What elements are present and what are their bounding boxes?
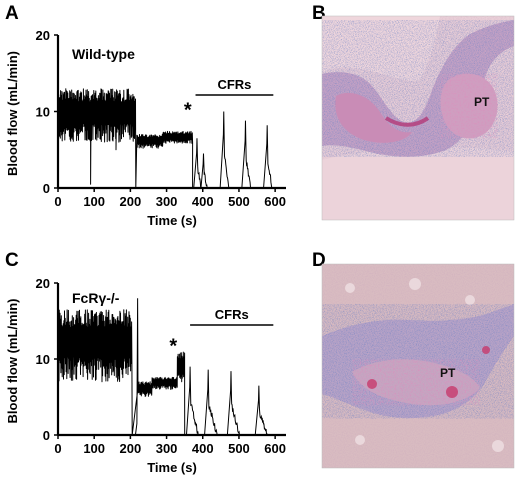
micrograph-b-pt-label: PT [474,95,490,109]
y-tick-label: 20 [36,28,50,43]
chart-a-cfr-cycles [192,111,273,189]
micrograph-d: PT [322,264,514,468]
chart-c-x-axis-label: Time (s) [147,460,197,475]
micrograph-b-thrombus-left [335,92,412,143]
chart-c-cfr-label: CFRs [215,307,249,322]
micrograph-b: PT [322,16,514,220]
micrograph-d-erythrocyte-cluster [446,386,458,398]
y-tick-label: 0 [43,428,50,443]
y-tick-label: 10 [36,352,50,367]
cfr-cycle-peak [241,120,252,189]
cfr-cycle-peak [219,111,230,189]
chart-c: 0 100 200 300 400 500 600 0 10 20 Time (s) Blood… [5,276,286,475]
y-tick-label: 10 [36,105,50,120]
chart-a-y-ticks: 0 10 20 [36,28,58,196]
panel-letter-a: A [5,3,19,24]
micrograph-d-frame [321,263,515,469]
chart-c-annotation-star: * [169,336,177,358]
chart-a-x-ticks: 0 100 200 300 400 500 600 [54,188,286,209]
y-tick-label: 0 [43,181,50,196]
micrograph-d-bubble [465,295,475,305]
x-tick-label: 0 [54,441,61,456]
chart-a-trace-line [57,88,194,189]
panel-letter-c: C [5,250,19,271]
x-tick-label: 300 [156,441,178,456]
x-tick-label: 600 [264,441,286,456]
x-tick-label: 100 [83,441,105,456]
x-tick-label: 500 [228,194,250,209]
cfr-cycle-peak [226,371,240,436]
micrograph-b-thrombus-texture [440,73,498,139]
cfr-cycle-peak [193,138,202,189]
micrograph-b-tissue-lower [322,147,514,220]
x-tick-label: 600 [264,194,286,209]
cfr-cycle-peak [204,369,218,436]
micrograph-d-bubble [345,283,355,293]
micrograph-d-bubble [409,278,421,290]
chart-c-trace-line [57,309,186,436]
x-tick-label: 500 [228,441,250,456]
chart-a: 0 100 200 300 400 500 600 0 10 20 Time (s) Blood… [5,28,286,228]
micrograph-d-erythrocyte-cluster [367,379,377,389]
chart-c-series-label: FcRγ-/- [72,290,120,306]
x-tick-label: 200 [120,194,142,209]
chart-a-x-axis-label: Time (s) [147,213,197,228]
cfr-cycle-peak [185,366,199,436]
chart-a-y-axis-label: Blood flow (mL/min) [5,51,20,176]
chart-c-y-ticks: 0 10 20 [36,276,58,443]
micrograph-b-lumen [322,16,440,81]
chart-c-y-axis-label: Blood flow (mL/min) [5,299,20,424]
chart-a-annotation-star: * [184,99,192,121]
x-tick-label: 100 [83,194,105,209]
micrograph-d-bubble [355,435,365,445]
chart-a-cfr-label: CFRs [217,77,251,92]
micrograph-d-pt-label: PT [440,366,456,380]
chart-c-x-ticks: 0 100 200 300 400 500 600 [54,435,286,456]
micrograph-b-frame [321,15,515,221]
x-tick-label: 0 [54,194,61,209]
x-tick-label: 400 [192,194,214,209]
cfr-cycle-peak [200,153,208,189]
x-tick-label: 400 [192,441,214,456]
micrograph-d-erythrocyte-cluster [482,346,490,354]
micrograph-b-fibrin [384,116,430,127]
cfr-cycle-peak [254,385,268,436]
chart-a-series-label: Wild-type [72,46,135,62]
micrograph-d-bubble [492,440,504,452]
trace-spike [134,298,139,436]
y-tick-label: 20 [36,276,50,291]
x-tick-label: 300 [156,194,178,209]
cfr-cycle-peak [263,125,273,189]
x-tick-label: 200 [120,441,142,456]
